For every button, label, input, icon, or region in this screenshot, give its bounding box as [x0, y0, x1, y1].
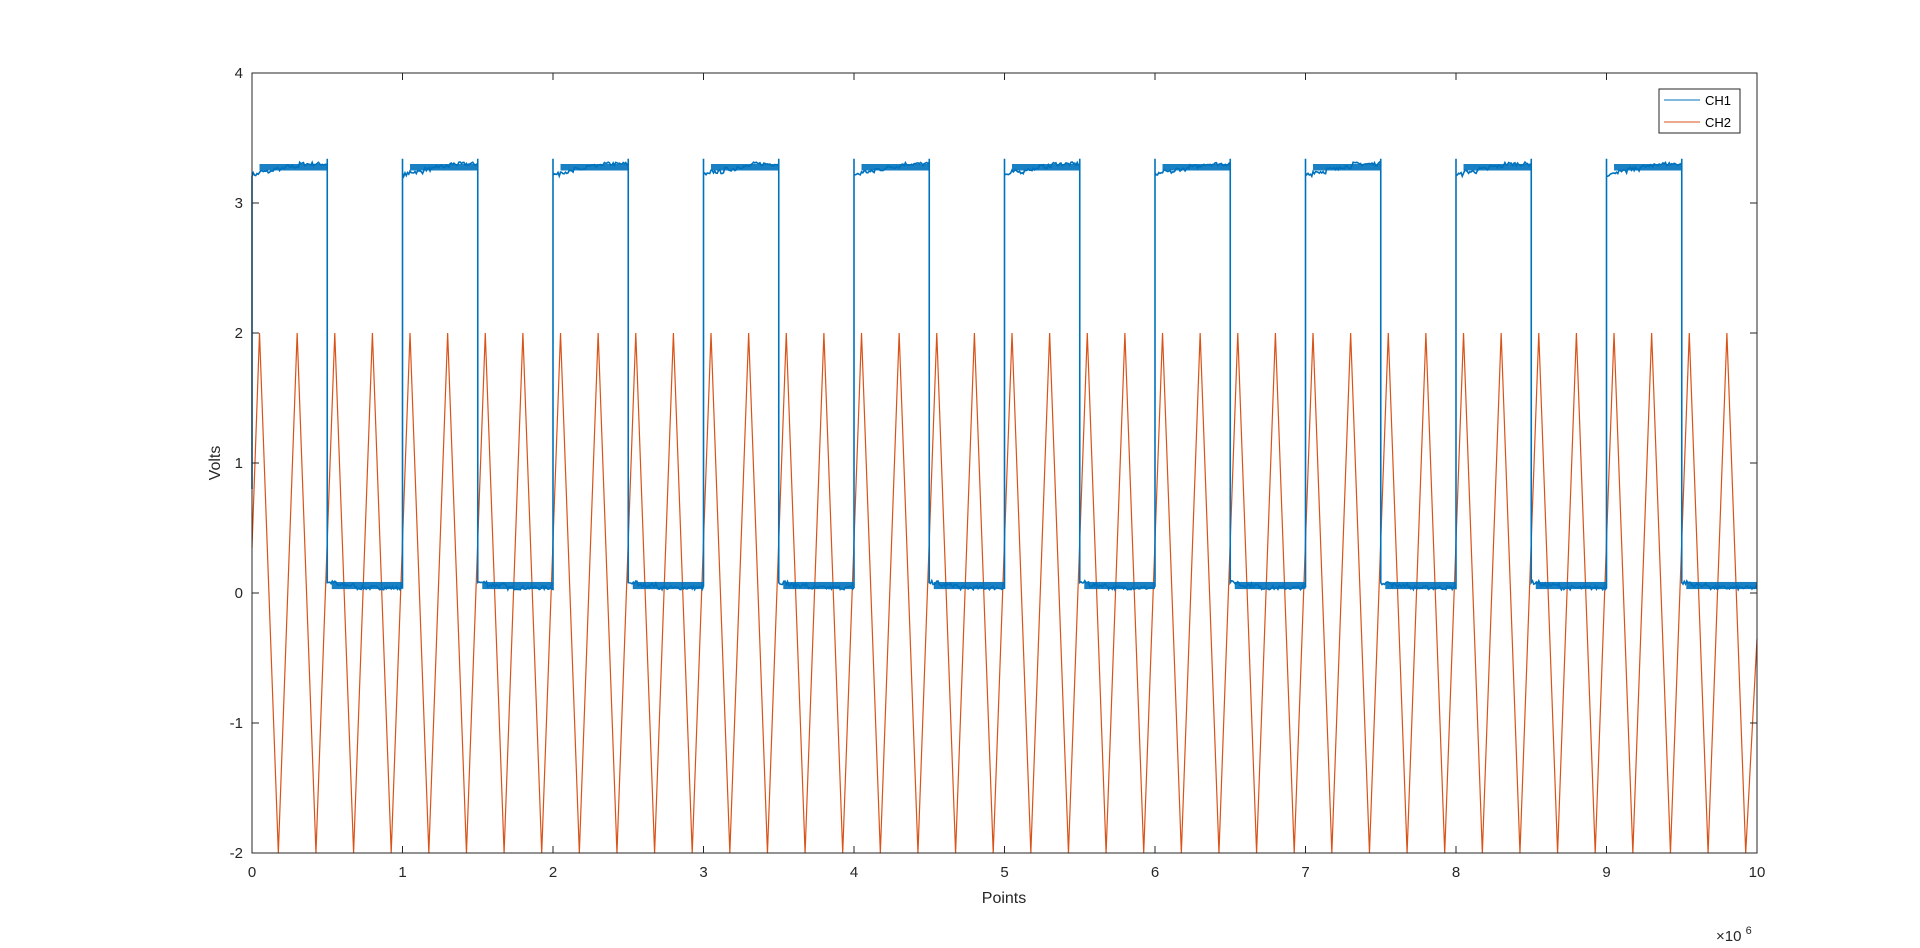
series-ch1-high-plateau	[711, 164, 779, 171]
series-ch2-line	[251, 332, 1758, 854]
series-ch1-high-plateau	[1313, 164, 1381, 171]
y-tick-label: 4	[235, 65, 243, 82]
x-tick-label: 0	[248, 864, 256, 881]
series-ch1-low-plateau	[331, 581, 403, 590]
ticks-layer: 0 1 2 3 4 5 6 7 8 9 10 -2 -1 0 1 2 3 4	[230, 65, 1766, 881]
legend-label-ch1: CH1	[1705, 93, 1731, 108]
series-ch1-low-plateau	[1535, 581, 1607, 590]
x-exponent-base: ×10	[1716, 928, 1741, 945]
x-tick-label: 7	[1301, 864, 1309, 881]
x-tick-label: 6	[1151, 864, 1159, 881]
x-tick-label: 9	[1602, 864, 1610, 881]
series-ch1-high-plateau	[1162, 164, 1231, 171]
x-tick-label: 5	[1000, 864, 1008, 881]
y-tick-label: 2	[235, 325, 243, 342]
x-tick-label: 2	[549, 864, 557, 881]
y-tick-label: -1	[230, 715, 243, 732]
series-ch1-high-plateau	[1614, 164, 1682, 171]
y-axis-label: Volts	[207, 446, 224, 481]
x-exponent-label: ×10 6	[1716, 925, 1752, 945]
series-ch1-high-plateau	[861, 164, 930, 171]
y-tick-label: 3	[235, 195, 243, 212]
series-ch1-high-plateau	[410, 164, 478, 171]
series-layer	[251, 158, 1758, 854]
series-ch1-low-plateau	[1234, 581, 1306, 590]
plot-area: 0 1 2 3 4 5 6 7 8 9 10 -2 -1 0 1 2 3 4	[230, 65, 1766, 881]
legend-label-ch2: CH2	[1705, 115, 1731, 130]
series-ch1-high-plateau	[1463, 164, 1532, 171]
series-ch1-high-plateau	[560, 164, 629, 171]
series-ch1-low-plateau	[1084, 581, 1155, 590]
y-tick-label: 0	[235, 585, 243, 602]
x-tick-label: 3	[699, 864, 707, 881]
series-ch1-low-plateau	[1385, 581, 1456, 590]
series-ch1-low-plateau	[482, 581, 553, 590]
series-ch1-low-plateau	[933, 581, 1005, 590]
x-tick-label: 4	[850, 864, 858, 881]
series-ch1-high-plateau	[1012, 164, 1080, 171]
y-tick-label: 1	[235, 455, 243, 472]
legend: CH1 CH2	[1658, 88, 1741, 134]
x-axis-label: Points	[982, 890, 1026, 907]
series-ch1-low-plateau	[783, 581, 854, 590]
legend-box	[1658, 88, 1741, 134]
x-exponent-power: 6	[1746, 925, 1752, 937]
series-ch1-low-plateau	[632, 581, 704, 590]
series-ch1-low-plateau	[1686, 581, 1757, 590]
series-ch1-line	[251, 158, 1758, 592]
series-ch1-high-plateau	[259, 164, 328, 171]
x-tick-label: 8	[1452, 864, 1460, 881]
x-tick-label: 10	[1749, 864, 1766, 881]
y-tick-label: -2	[230, 845, 243, 862]
x-tick-label: 1	[398, 864, 406, 881]
